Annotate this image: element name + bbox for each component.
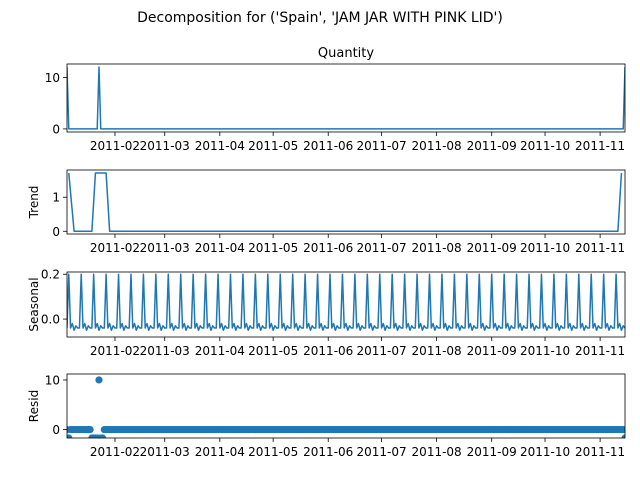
x-tick-label: 2011-09 <box>467 241 517 255</box>
resid-point <box>619 425 625 434</box>
y-axis-label: Resid <box>27 390 41 422</box>
x-tick-label: 2011-11 <box>575 139 625 153</box>
y-tick-label: 0 <box>52 423 60 437</box>
resid-point <box>86 425 94 434</box>
resid-point <box>98 434 107 438</box>
panel-1-marks <box>67 66 625 130</box>
series-line <box>68 172 623 233</box>
x-tick-label: 2011-06 <box>303 445 353 459</box>
x-tick-label: 2011-07 <box>356 344 406 358</box>
x-tick-label: 2011-05 <box>248 139 298 153</box>
x-tick-label: 2011-06 <box>303 344 353 358</box>
resid-point <box>621 434 625 438</box>
x-tick-label: 2011-04 <box>195 445 245 459</box>
x-tick-label: 2011-02 <box>90 344 140 358</box>
x-tick-label: 2011-10 <box>520 445 570 459</box>
x-tick-label: 2011-11 <box>575 344 625 358</box>
x-tick-label: 2011-02 <box>90 445 140 459</box>
y-tick-label: 0.2 <box>41 268 60 282</box>
x-tick-label: 2011-09 <box>467 139 517 153</box>
x-tick-label: 2011-08 <box>412 344 462 358</box>
x-tick-label: 2011-05 <box>248 344 298 358</box>
series-line <box>67 66 625 130</box>
x-tick-label: 2011-02 <box>90 241 140 255</box>
x-tick-label: 2011-11 <box>575 241 625 255</box>
axes-frame <box>66 271 626 338</box>
x-tick-label: 2011-07 <box>356 139 406 153</box>
x-tick-label: 2011-10 <box>520 344 570 358</box>
axes-frame <box>66 169 626 235</box>
x-tick-label: 2011-03 <box>140 241 190 255</box>
x-tick-label: 2011-03 <box>140 445 190 459</box>
x-tick-label: 2011-04 <box>195 344 245 358</box>
y-tick-label: 1 <box>52 191 60 205</box>
x-tick-label: 2011-07 <box>356 445 406 459</box>
x-tick-label: 2011-06 <box>303 139 353 153</box>
x-tick-label: 2011-03 <box>140 139 190 153</box>
x-tick-label: 2011-09 <box>467 445 517 459</box>
x-tick-label: 2011-03 <box>140 344 190 358</box>
x-tick-label: 2011-08 <box>412 139 462 153</box>
resid-point <box>67 434 73 438</box>
series-line <box>67 273 625 332</box>
y-tick-label: 10 <box>45 373 60 387</box>
panel-3-marks <box>67 273 625 332</box>
axes-frame <box>66 63 626 133</box>
x-tick-label: 2011-10 <box>520 139 570 153</box>
x-tick-label: 2011-04 <box>195 241 245 255</box>
panel-4-marks <box>67 376 625 438</box>
x-tick-label: 2011-07 <box>356 241 406 255</box>
x-tick-label: 2011-04 <box>195 139 245 153</box>
x-tick-label: 2011-08 <box>412 445 462 459</box>
x-tick-label: 2011-11 <box>575 445 625 459</box>
x-tick-label: 2011-02 <box>90 139 140 153</box>
x-tick-label: 2011-08 <box>412 241 462 255</box>
y-tick-label: 10 <box>45 71 60 85</box>
y-tick-label: 0.0 <box>41 313 60 327</box>
y-tick-label: 0 <box>52 122 60 136</box>
x-tick-label: 2011-05 <box>248 241 298 255</box>
panel-title: Quantity <box>318 46 374 61</box>
y-axis-label: Trend <box>27 186 41 220</box>
y-tick-label: 0 <box>52 225 60 239</box>
panel-3: 0.0 0.2 2011-02 2011-03 2011-04 2011-05 2011-0… <box>27 268 626 358</box>
resid-point <box>95 376 103 384</box>
panel-2-marks <box>68 172 623 233</box>
figure-title: Decomposition for ('Spain', 'JAM JAR WIT… <box>137 10 503 26</box>
axes-frame <box>66 373 626 439</box>
x-tick-label: 2011-06 <box>303 241 353 255</box>
x-tick-label: 2011-05 <box>248 445 298 459</box>
x-tick-label: 2011-09 <box>467 344 517 358</box>
x-tick-label: 2011-10 <box>520 241 570 255</box>
y-axis-label: Seasonal <box>27 277 41 331</box>
